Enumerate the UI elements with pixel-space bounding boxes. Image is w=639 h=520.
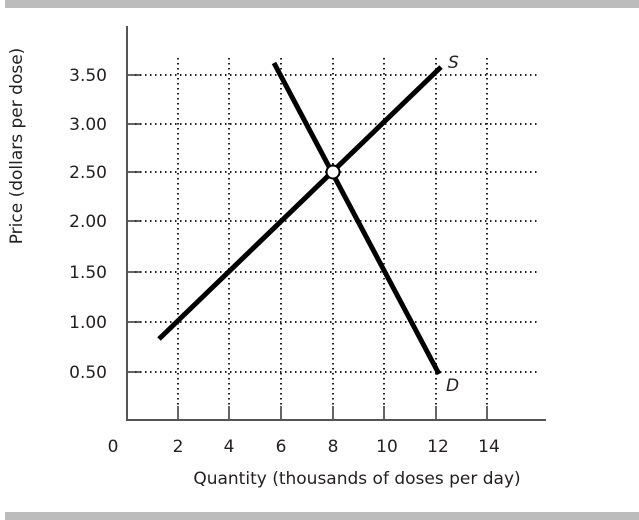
x-tick-label: 14: [478, 437, 500, 457]
x-tick-label: 2: [173, 437, 184, 457]
y-tick-label: 3.50: [69, 66, 107, 86]
x-tick-labels: 0 2 4 6 8 10 12 14: [108, 437, 500, 457]
y-tick-label: 1.50: [69, 263, 107, 283]
bottom-frame-bar: [5, 512, 639, 520]
x-tick-label: 8: [328, 437, 339, 457]
y-tick-label: 2.00: [69, 212, 107, 232]
demand-curve: [271, 61, 442, 376]
y-axis-title: Price (dollars per dose): [7, 48, 27, 245]
equilibrium-point-marker: [325, 164, 341, 180]
x-tick-label: 10: [376, 437, 398, 457]
demand-label: D: [446, 376, 459, 396]
supply-curve: [157, 65, 443, 341]
y-tick-labels: 3.50 3.00 2.50 2.00 1.50 1.00 0.50: [69, 66, 107, 383]
x-axis-title: Quantity (thousands of doses per day): [193, 469, 520, 489]
y-tick-label: 1.00: [69, 313, 107, 333]
top-frame-bar: [5, 0, 639, 8]
y-tick-label: 2.50: [69, 163, 107, 183]
y-tick-label: 0.50: [69, 363, 107, 383]
grid: [135, 58, 537, 405]
origin-label: 0: [108, 437, 119, 457]
x-tick-label: 12: [427, 437, 449, 457]
x-tick-label: 6: [276, 437, 287, 457]
x-tick-label: 4: [224, 437, 235, 457]
supply-label: S: [448, 53, 459, 73]
tick-marks: [127, 74, 488, 420]
y-tick-label: 3.00: [69, 115, 107, 135]
